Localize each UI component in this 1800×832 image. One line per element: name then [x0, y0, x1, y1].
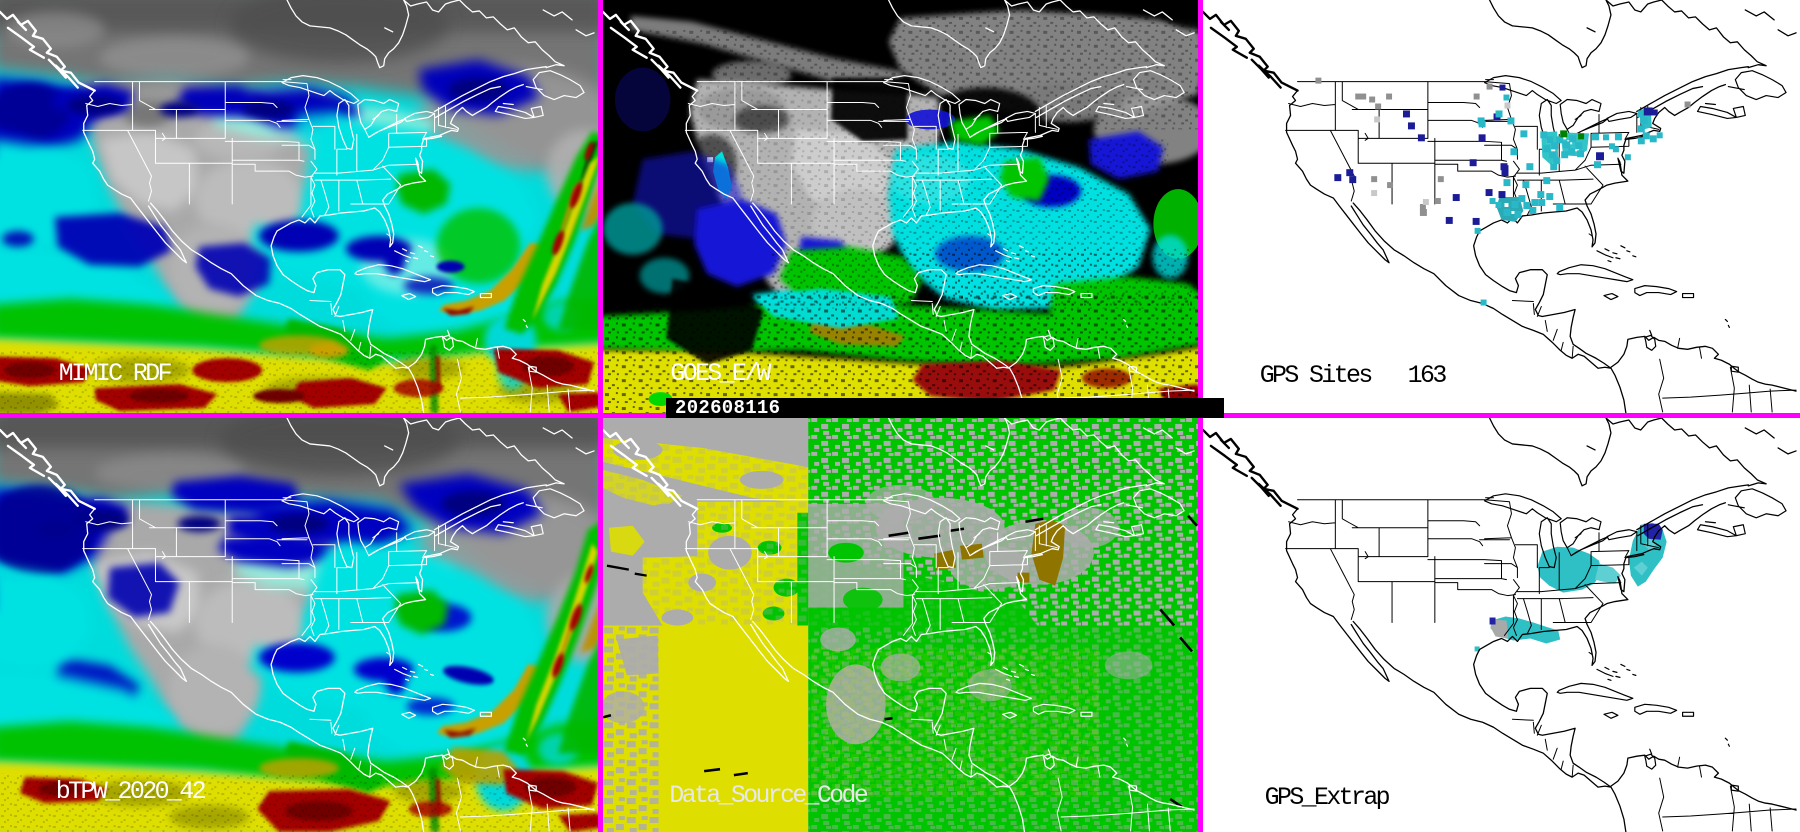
svg-text:MIMIC RDF: MIMIC RDF	[59, 360, 172, 388]
svg-text:GPS Sites 163: GPS Sites 163	[1260, 362, 1447, 390]
svg-text:GOES_E/W: GOES_E/W	[670, 360, 771, 388]
svg-text:bTPW_2020_42: bTPW_2020_42	[56, 778, 206, 806]
svg-text:Data_Source_Code: Data_Source_Code	[669, 782, 867, 810]
svg-text:GPS_Extrap: GPS_Extrap	[1265, 784, 1390, 812]
